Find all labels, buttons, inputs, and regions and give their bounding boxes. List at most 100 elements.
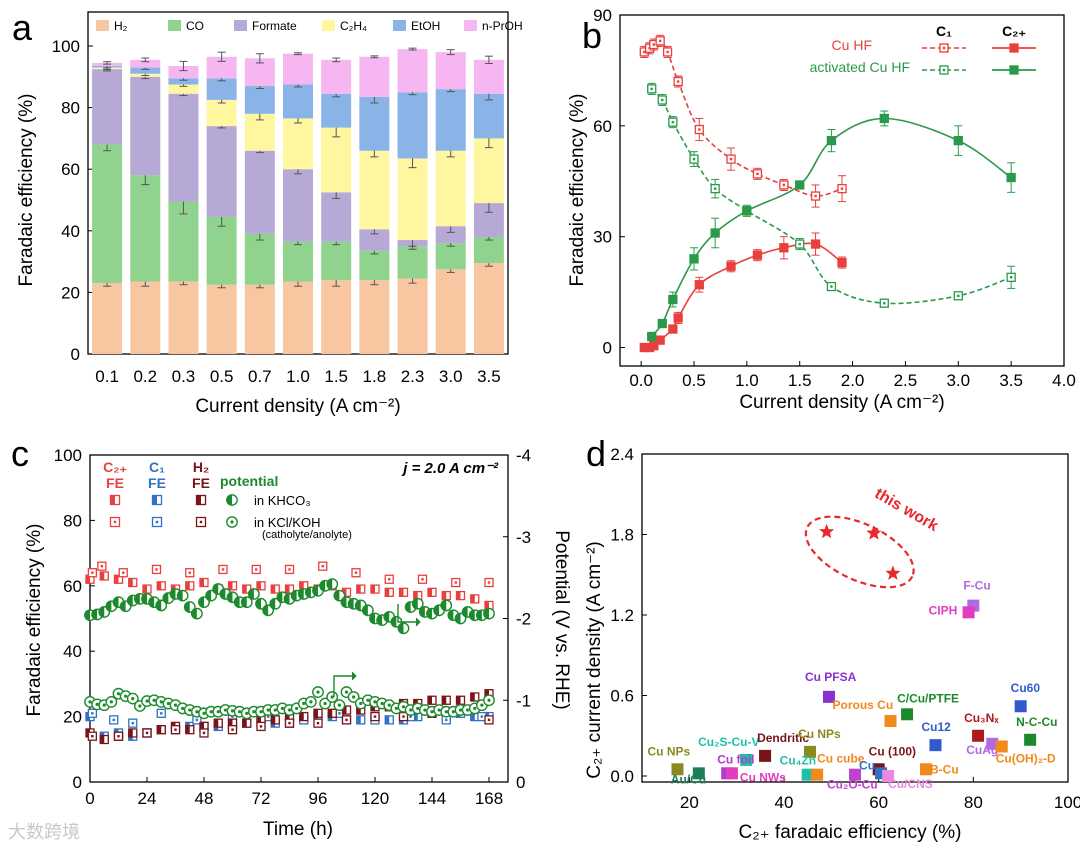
panel-d-this-work-star — [819, 523, 835, 539]
panel-b-legend-activated: activated Cu HF — [810, 59, 910, 75]
panel-c-ytick-label: 20 — [63, 708, 82, 727]
panel-d-xtick-label: 80 — [964, 793, 983, 812]
panel-c-point-half — [485, 689, 489, 698]
panel-c-point-dot — [160, 712, 163, 715]
panel-a-ytick-label: 0 — [71, 345, 80, 364]
panel-d-ytick-label: 0.0 — [610, 767, 634, 786]
panel-a-bar-4 — [321, 93, 352, 128]
panel-c-legend-fe: FE — [106, 475, 124, 491]
panel-d-point-label: Cu PFSA — [805, 670, 857, 684]
panel-c-point-half — [483, 608, 489, 619]
panel-c-ytick-label: 0 — [73, 773, 82, 792]
panel-a-xtick-label: 0.2 — [133, 367, 157, 386]
panel-b-point-dot — [830, 285, 833, 288]
panel-d-point-label: Cu cube — [817, 752, 865, 766]
panel-a-bar-5 — [359, 56, 390, 97]
panel-c-legend-note: (catholyte/anolyte) — [262, 529, 352, 541]
panel-c-point-dot — [131, 697, 135, 701]
panel-b-point — [779, 243, 789, 253]
panel-b-point-dot — [643, 50, 646, 54]
panel-a-legend-swatch — [96, 20, 109, 31]
panel-c-point-half — [412, 598, 418, 609]
panel-d-point-label: Cu₃Nₓ — [964, 711, 999, 725]
panel-c-point-dot — [259, 710, 263, 714]
panel-c-point-dot — [209, 710, 213, 714]
panel-c-xtick-label: 120 — [361, 789, 389, 808]
panel-c-point-dot — [100, 564, 104, 568]
panel-c-point-half — [456, 591, 461, 600]
panel-a-bar-1 — [244, 233, 275, 285]
panel-d-point — [929, 739, 942, 752]
panel-a-xtick-label: 3.0 — [439, 367, 463, 386]
panel-c-point-half — [391, 616, 397, 627]
panel-c-point-half — [241, 596, 247, 608]
panel-a-bar-5 — [130, 59, 161, 68]
panel-c-point-dot — [188, 708, 192, 712]
panel-a-xtick-label: 0.1 — [95, 367, 119, 386]
panel-c-point-half — [356, 585, 361, 594]
panel-c-xtick-label: 24 — [138, 789, 157, 808]
panel-b-ylabel: Faradaic efficiency (%) — [567, 94, 588, 287]
panel-b-point — [668, 294, 678, 305]
panel-c-point-half — [200, 578, 204, 587]
panel-c-point-half — [163, 592, 169, 604]
panel-c-point-dot — [380, 701, 384, 706]
panel-b-point — [689, 254, 699, 264]
panel-a-bar-0 — [92, 283, 123, 354]
panel-c-point-dot — [259, 725, 263, 728]
panel-b-ytick-label: 30 — [593, 228, 612, 247]
panel-c-point-half — [134, 593, 140, 605]
panel-b-point-dot — [671, 120, 675, 124]
panel-a-bar-1 — [473, 236, 504, 264]
panel-c-point-half — [426, 608, 432, 619]
panel-d-point-label: Cu12 — [921, 720, 951, 734]
panel-c-point-dot — [302, 701, 306, 706]
panel-a-bar-1 — [130, 175, 161, 282]
panel-d-point — [884, 714, 897, 727]
panel-c-point-half — [128, 578, 133, 587]
panel-a-bar-5 — [397, 49, 428, 93]
panel-c-xtick-label: 0 — [85, 789, 94, 808]
panel-c-point-half — [312, 585, 318, 596]
panel-b-ytick-label: 60 — [593, 117, 612, 136]
panel-c-point-half — [385, 588, 390, 597]
panel-a-bar-4 — [397, 92, 428, 159]
panel-c-point-half — [419, 606, 425, 618]
panel-c-point-half — [385, 715, 390, 724]
panel-c-ytick-label: 80 — [63, 511, 82, 530]
panel-c-point-half — [185, 725, 190, 734]
panel-c-point-dot — [145, 731, 149, 735]
panel-b-point — [668, 324, 678, 334]
panel-c-point-half — [227, 592, 233, 603]
panel-d-point-label: N-C-Cu — [1016, 715, 1057, 729]
panel-b-point — [953, 135, 963, 146]
panel-a-bar-1 — [321, 241, 352, 281]
panel-c-point-half — [205, 590, 212, 601]
panel-c-point-dot — [316, 690, 320, 694]
panel-c-point-half — [91, 609, 98, 620]
panel-c-point-half — [184, 601, 190, 613]
panel-c-point-dot — [152, 698, 156, 702]
panel-c-point-dot — [280, 706, 284, 711]
panel-c-point-half — [470, 712, 475, 721]
panel-c-point-dot — [91, 735, 94, 738]
panel-a-legend-label: H₂ — [114, 19, 128, 33]
panel-c-point-half — [327, 578, 333, 590]
panel-b-point — [826, 135, 837, 146]
panel-c-point-dot — [287, 708, 292, 712]
panel-c-point-dot — [338, 712, 341, 715]
panel-a-bar-3 — [359, 150, 390, 230]
panel-d-this-work-star — [885, 565, 901, 580]
watermark: 大数跨境 — [8, 822, 80, 843]
panel-c-point-half — [262, 605, 269, 616]
panel-c-point-dot — [95, 702, 99, 706]
panel-c-point-half — [255, 598, 261, 609]
panel-a-bar-3 — [206, 99, 237, 127]
panel-b-point — [694, 280, 704, 290]
panel-c-point-half — [128, 728, 133, 737]
panel-a-legend-swatch — [168, 20, 181, 31]
panel-c-point-half — [485, 601, 489, 610]
panel-c-point-dot — [345, 718, 348, 722]
panel-d-point-label: Cu — [859, 758, 875, 772]
panel-a-bar-4 — [473, 93, 504, 139]
